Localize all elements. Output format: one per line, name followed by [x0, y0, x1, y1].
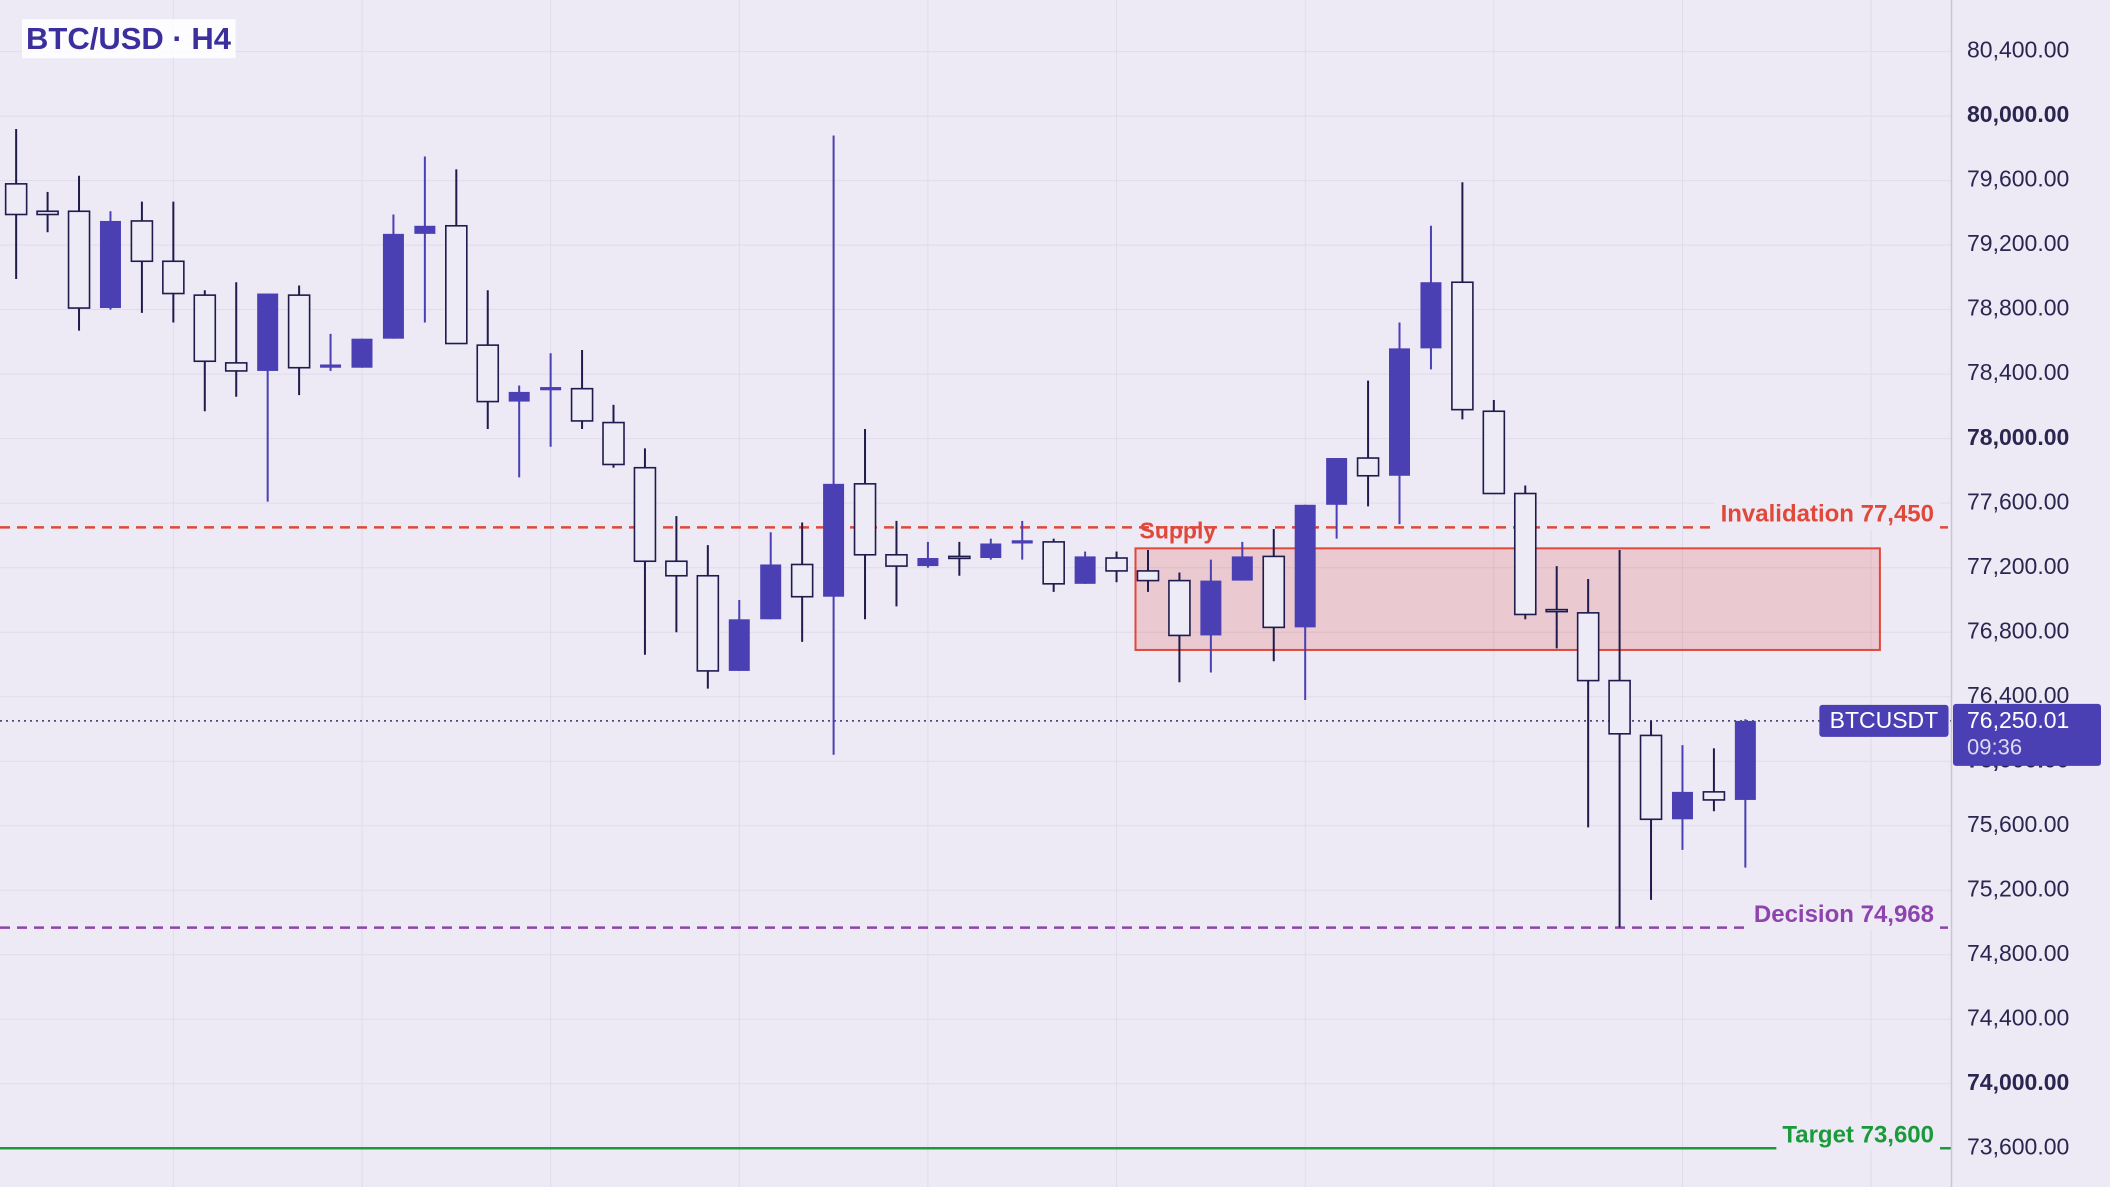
symbol-tag-bg	[1819, 704, 1949, 737]
candle-body	[540, 387, 562, 391]
candle-body	[602, 421, 625, 466]
candle-body	[476, 344, 500, 403]
y-tick-label: 79,600.00	[1967, 166, 2069, 192]
level-label: Invalidation 77,450	[1721, 501, 1934, 528]
candle-body	[287, 294, 311, 369]
candle-body	[1671, 791, 1693, 820]
y-tick-label: 79,200.00	[1967, 230, 2069, 256]
level-label-bg	[1714, 498, 1940, 530]
candle-body	[1168, 579, 1191, 637]
candle-body	[696, 574, 720, 672]
candle-body	[320, 364, 342, 368]
y-tick-label: 74,000.00	[1967, 1069, 2069, 1095]
y-tick-label: 74,800.00	[1967, 940, 2069, 966]
candle-body	[885, 553, 908, 567]
candle-body	[508, 391, 530, 402]
candle-body	[853, 483, 877, 556]
y-tick-label: 75,200.00	[1967, 875, 2069, 901]
candle-body	[99, 220, 121, 309]
y-tick-label: 76,800.00	[1967, 617, 2069, 643]
candle-body	[4, 183, 28, 216]
candle-body	[1482, 410, 1506, 495]
candle-body	[790, 563, 814, 598]
candle-body	[1545, 608, 1569, 613]
candle-body	[980, 543, 1002, 559]
candle-body	[1451, 281, 1474, 411]
y-tick-label: 78,000.00	[1967, 424, 2069, 450]
candle-body	[445, 224, 468, 345]
y-tick-label: 76,400.00	[1967, 682, 2069, 708]
candle-body	[948, 555, 971, 560]
countdown: 09:36	[1967, 735, 2022, 760]
y-tick-label: 77,600.00	[1967, 488, 2069, 514]
y-tick-label: 80,000.00	[1967, 101, 2069, 127]
candle-body	[351, 338, 373, 368]
candle-body	[760, 564, 782, 620]
candle-body	[1420, 282, 1442, 349]
y-tick-label: 78,800.00	[1967, 295, 2069, 321]
candle-body	[1136, 570, 1160, 582]
candle-body	[728, 619, 750, 671]
candle-body	[823, 483, 845, 597]
price-tag: 76,250.01	[1967, 707, 2069, 733]
y-tick-label: 75,600.00	[1967, 811, 2069, 837]
y-tick-label: 73,600.00	[1967, 1133, 2069, 1159]
price-tag-bg	[1953, 703, 2101, 766]
chart-title: BTC/USD · H4	[26, 21, 232, 56]
candle-body	[1608, 679, 1631, 735]
candle-body	[1576, 612, 1600, 682]
price-axis-bg	[1951, 0, 2110, 1187]
candle-body	[1262, 555, 1286, 629]
zone-label: Supply	[1139, 517, 1216, 543]
candle-body	[67, 210, 91, 309]
candle-body	[224, 362, 248, 372]
candle-body	[257, 293, 279, 371]
candle-body	[917, 558, 939, 567]
level-label: Target 73,600	[1782, 1122, 1934, 1149]
candle-body	[36, 210, 59, 216]
candle-body	[382, 233, 404, 339]
candle-body	[1231, 556, 1253, 581]
candle-body	[1326, 458, 1348, 505]
candle-body	[1105, 557, 1128, 572]
candle-body	[130, 220, 154, 263]
candle-body	[1389, 348, 1411, 476]
candle-body	[665, 560, 688, 577]
level-label-bg	[1776, 1119, 1940, 1151]
supply-zone	[1134, 547, 1881, 651]
candle-body	[1734, 720, 1756, 800]
candle-body	[1513, 492, 1537, 616]
candle-body	[1011, 540, 1033, 544]
y-tick-label: 77,200.00	[1967, 553, 2069, 579]
candle-body	[570, 387, 594, 422]
y-tick-label: 74,400.00	[1967, 1004, 2069, 1030]
symbol-tag: BTCUSDT	[1830, 707, 1939, 733]
y-tick-label: 78,400.00	[1967, 359, 2069, 385]
level-label-bg	[1747, 899, 1940, 931]
y-tick-label: 80,400.00	[1967, 37, 2069, 63]
candle-body	[1702, 791, 1726, 801]
title-bg	[22, 19, 236, 59]
candle-body	[1639, 734, 1663, 821]
candle-body	[1074, 556, 1096, 584]
candle-body	[162, 260, 185, 295]
candle-body	[1042, 541, 1065, 585]
level-label: Decision 74,968	[1754, 901, 1934, 928]
candle-body	[1294, 504, 1316, 628]
candle-body	[193, 294, 217, 363]
candle-body	[1200, 580, 1222, 636]
candle-body	[414, 225, 436, 234]
candle-body	[633, 466, 657, 563]
candle-body	[1356, 457, 1380, 477]
